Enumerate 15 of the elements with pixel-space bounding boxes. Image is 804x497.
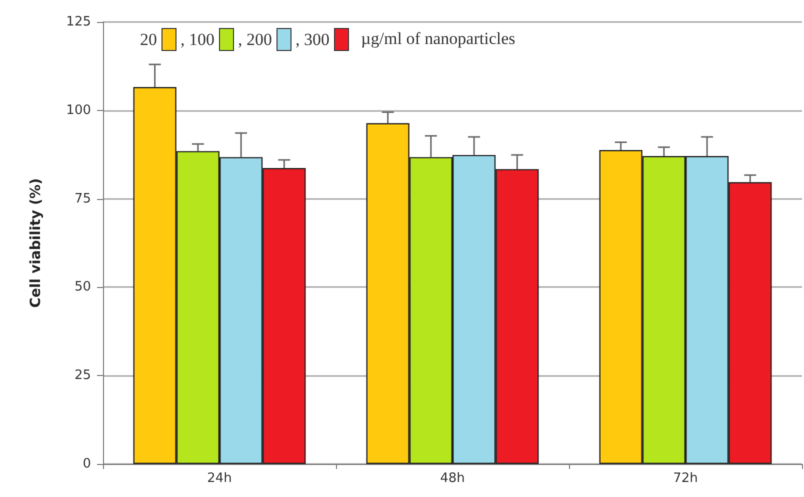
legend-label: 20 [140, 30, 157, 49]
y-tick-label: 100 [66, 102, 91, 118]
legend-title: µg/ml of nanoparticles [361, 29, 516, 48]
legend-label: , 100 [180, 30, 214, 49]
x-tick-label: 48h [440, 471, 465, 486]
x-tick-label: 24h [207, 471, 232, 486]
y-tick-label: 0 [82, 456, 91, 472]
y-tick-label: 25 [74, 368, 91, 384]
legend-label: , 200 [238, 30, 272, 49]
y-axis-title: Cell viability (%) [28, 178, 44, 308]
y-tick-label: 75 [74, 191, 91, 206]
x-tick-label: 72h [673, 471, 698, 486]
y-tick-label: 50 [74, 280, 91, 295]
y-tick-label: 125 [66, 14, 91, 30]
legend-label: , 300 [296, 30, 330, 49]
